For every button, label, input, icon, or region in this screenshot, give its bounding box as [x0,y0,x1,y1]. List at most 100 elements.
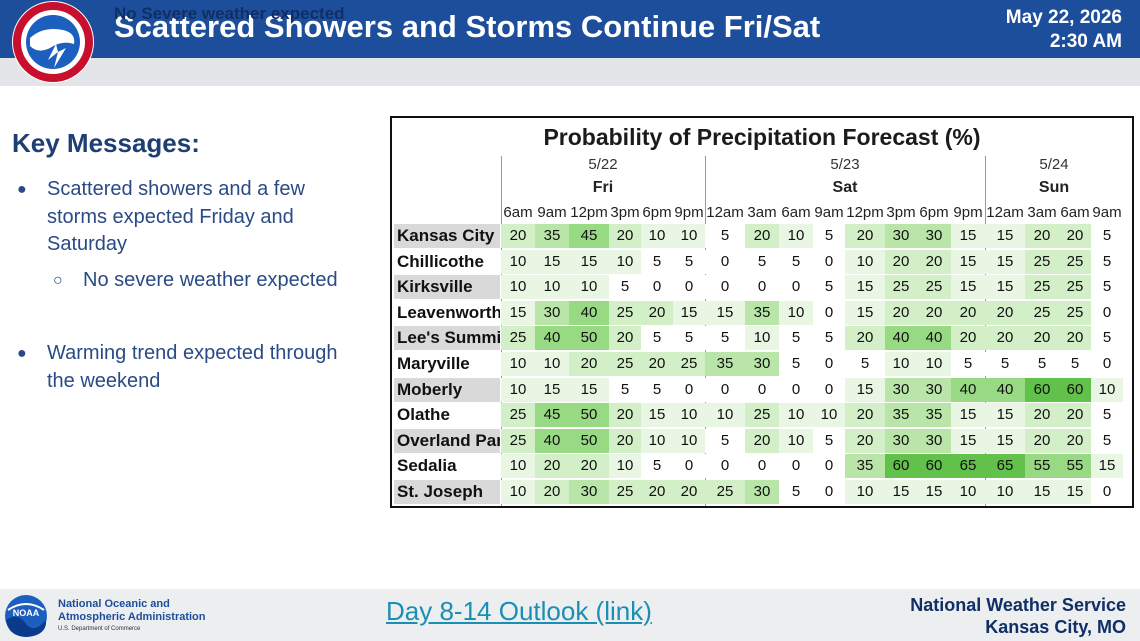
pop-cell: 15 [985,403,1025,428]
pop-cell: 60 [917,454,951,479]
pop-cell: 30 [917,377,951,402]
pop-cell: 5 [1091,224,1123,248]
pop-cell: 0 [779,275,813,300]
pop-cell: 15 [985,428,1025,453]
key-message-bullet: ● Scattered showers and a few storms exp… [17,176,357,259]
pop-cell: 15 [1025,480,1059,504]
pop-cell: 15 [985,224,1025,248]
time-label: 3am [1027,204,1057,221]
pop-cell: 25 [1025,249,1059,274]
pop-cell: 25 [501,403,535,428]
pop-cell: 0 [813,300,845,325]
pop-cell: 15 [985,275,1025,300]
pop-cell: 15 [535,249,569,274]
pop-cell: 20 [845,224,885,248]
time-label: 12pm [570,204,608,221]
pop-cell: 0 [745,377,779,402]
pop-cell: 20 [885,300,917,325]
pop-cell: 5 [813,428,845,453]
pop-cell: 25 [705,480,745,504]
pop-cell: 40 [985,377,1025,402]
pop-cell: 20 [673,480,705,504]
day-date-label: 5/23 [830,156,860,173]
city-label: Kansas City [394,224,500,248]
time-label: 3am [747,204,777,221]
time-label: 12am [706,204,744,221]
time-label: 12am [986,204,1024,221]
pop-cell: 20 [1025,224,1059,248]
subheader-bar [0,58,1140,86]
pop-cell: 10 [779,224,813,248]
pop-cell: 0 [813,480,845,504]
pop-cell: 5 [1091,275,1123,300]
pop-cell: 10 [609,454,641,479]
city-label: Sedalia [397,456,457,476]
pop-cell: 5 [1025,352,1059,376]
bullet-text: No severe weather expected [83,269,338,291]
pop-cell: 20 [535,454,569,479]
time-label: 12pm [846,204,884,221]
pop-cell: 5 [641,249,673,274]
issued-time: 2:30 AM [1049,31,1122,52]
pop-cell: 0 [705,377,745,402]
pop-cell: 5 [779,480,813,504]
pop-cell: 25 [673,352,705,376]
page-title: Scattered Showers and Storms Continue Fr… [114,9,821,44]
day-name-label: Sun [1038,179,1070,196]
pop-cell: 55 [1059,454,1091,479]
pop-cell: 10 [501,352,535,376]
pop-cell: 15 [1059,480,1091,504]
pop-cell: 10 [985,480,1025,504]
pop-cell: 10 [501,454,535,479]
city-label: Maryville [397,354,470,373]
key-message-bullet: ● Warming trend expected through the wee… [17,340,357,395]
key-messages-title: Key Messages: [12,128,200,158]
pop-cell: 0 [1091,300,1123,325]
pop-cell: 20 [845,428,885,453]
pop-cell: 20 [569,454,609,479]
pop-cell: 0 [813,377,845,402]
pop-cell: 20 [609,224,641,248]
pop-cell: 35 [885,403,917,428]
pop-cell: 15 [951,403,985,428]
pop-cell: 0 [779,377,813,402]
pop-cell: 5 [609,275,641,300]
pop-cell: 60 [1025,377,1059,402]
city-label: St. Joseph [394,480,500,504]
pop-cell: 10 [779,428,813,453]
time-label: 9am [537,204,567,221]
pop-cell: 5 [673,326,705,351]
pop-cell: 30 [569,480,609,504]
pop-cell: 30 [885,377,917,402]
pop-cell: 10 [845,480,885,504]
pop-cell: 15 [951,249,985,274]
outlook-link[interactable]: Day 8-14 Outlook (link) [386,596,652,626]
pop-cell: 15 [951,428,985,453]
pop-cell: 25 [917,275,951,300]
pop-cell: 5 [745,249,779,274]
chart-title: Probability of Precipitation Forecast (%… [543,124,981,150]
pop-cell: 10 [1091,377,1123,402]
time-label: 6pm [642,204,672,221]
pop-cell: 30 [535,300,569,325]
city-label: Kirksville [394,275,500,300]
pop-cell: 20 [885,249,917,274]
pop-cell: 0 [673,454,705,479]
pop-cell: 30 [885,428,917,453]
pop-cell: 0 [705,454,745,479]
time-label: 3pm [610,204,640,221]
pop-cell: 20 [845,403,885,428]
pop-cell: 35 [745,300,779,325]
pop-cell: 20 [845,326,885,351]
pop-cell: 20 [641,352,673,376]
pop-cell: 10 [705,403,745,428]
pop-cell: 20 [641,480,673,504]
pop-cell: 10 [885,352,917,376]
issued-datetime: May 22, 2026 2:30 AM [1006,6,1122,54]
pop-cell: 5 [813,224,845,248]
pop-cell: 10 [673,428,705,453]
pop-cell: 20 [745,224,779,248]
pop-cell: 30 [917,224,951,248]
pop-cell: 15 [917,480,951,504]
pop-cell: 20 [569,352,609,376]
